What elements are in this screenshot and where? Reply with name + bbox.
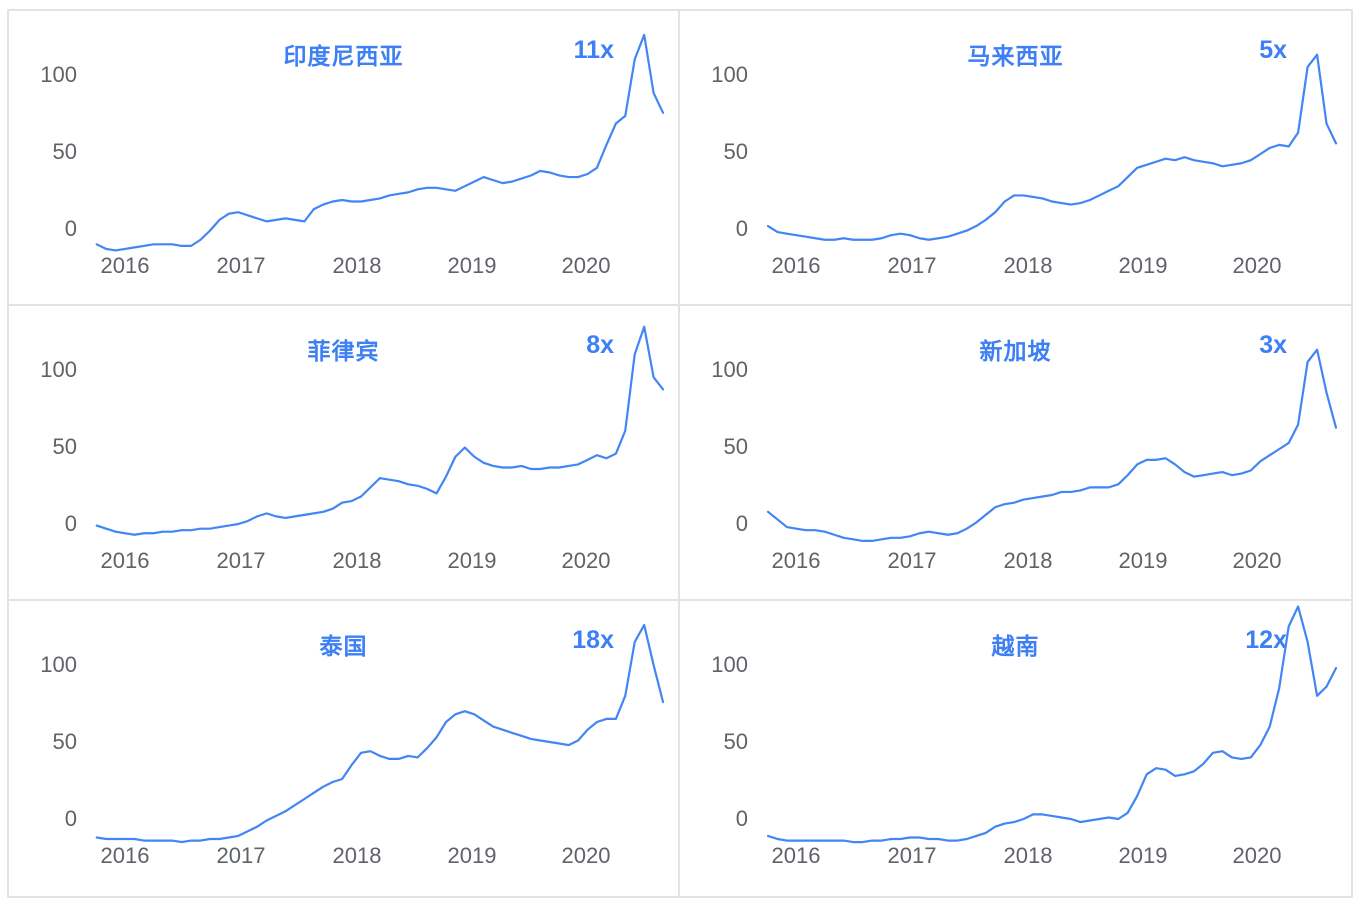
x-axis-tick: 2020 — [1232, 843, 1282, 868]
growth-multiplier: 8x — [586, 331, 614, 359]
trend-line-chart — [766, 53, 1338, 241]
trend-line — [95, 33, 665, 252]
chart-title: 印度尼西亚 — [283, 43, 404, 69]
y-axis-tick: 0 — [64, 216, 77, 241]
chart-panel-malaysia: 马来西亚 5x 100 50 0 2016 2017 2018 2019 202… — [680, 11, 1351, 306]
y-axis-tick: 100 — [711, 62, 748, 87]
x-axis-tick: 2017 — [216, 548, 266, 573]
chart-panel-singapore: 新加坡 3x 100 50 0 2016 2017 2018 2019 2020 — [680, 306, 1351, 601]
growth-multiplier: 12x — [1245, 626, 1287, 654]
chart-panel-vietnam: 越南 12x 100 50 0 2016 2017 2018 2019 2020 — [680, 601, 1351, 896]
x-axis-tick: 2017 — [216, 843, 266, 868]
x-axis-tick: 2019 — [447, 548, 497, 573]
y-axis-tick: 50 — [723, 434, 748, 459]
trend-line — [95, 623, 665, 844]
y-axis-tick: 100 — [40, 357, 77, 382]
trend-line — [766, 348, 1338, 542]
x-axis-tick: 2020 — [1232, 253, 1282, 278]
x-axis-tick: 2016 — [771, 548, 821, 573]
x-axis-tick: 2019 — [1118, 548, 1168, 573]
x-axis-tick: 2016 — [100, 843, 150, 868]
y-axis-tick: 50 — [52, 434, 77, 459]
growth-multiplier: 5x — [1259, 36, 1287, 64]
x-axis-tick: 2019 — [447, 843, 497, 868]
trend-line — [95, 325, 665, 536]
y-axis-tick: 0 — [64, 511, 77, 536]
chart-title: 泰国 — [319, 633, 368, 659]
x-axis-tick: 2019 — [1118, 843, 1168, 868]
trend-line-chart — [95, 623, 665, 844]
trend-line-chart — [766, 605, 1338, 844]
y-axis-tick: 50 — [52, 139, 77, 164]
y-axis-tick: 0 — [735, 806, 748, 831]
y-axis-tick: 50 — [723, 729, 748, 754]
y-axis-tick: 50 — [52, 729, 77, 754]
x-axis-tick: 2018 — [1003, 548, 1053, 573]
trend-line-chart — [95, 325, 665, 536]
x-axis-tick: 2018 — [332, 843, 382, 868]
trend-line — [766, 53, 1338, 241]
charts-grid: 印度尼西亚 11x 100 50 0 2016 2017 2018 2019 2… — [7, 9, 1353, 898]
chart-title: 越南 — [991, 633, 1040, 659]
y-axis-tick: 100 — [40, 652, 77, 677]
x-axis-tick: 2020 — [1232, 548, 1282, 573]
chart-title: 马来西亚 — [967, 43, 1064, 69]
x-axis-tick: 2017 — [887, 843, 937, 868]
y-axis-tick: 0 — [735, 511, 748, 536]
growth-multiplier: 18x — [572, 626, 614, 654]
x-axis-tick: 2020 — [561, 843, 611, 868]
y-axis-tick: 0 — [64, 806, 77, 831]
x-axis-tick: 2018 — [332, 548, 382, 573]
x-axis-tick: 2016 — [771, 843, 821, 868]
x-axis-tick: 2020 — [561, 548, 611, 573]
y-axis-tick: 100 — [711, 357, 748, 382]
growth-multiplier: 11x — [573, 36, 614, 64]
trend-line — [766, 605, 1338, 844]
chart-panel-philippines: 菲律宾 8x 100 50 0 2016 2017 2018 2019 2020 — [9, 306, 680, 601]
y-axis-tick: 50 — [723, 139, 748, 164]
x-axis-tick: 2018 — [1003, 843, 1053, 868]
trend-line-chart — [95, 33, 665, 252]
chart-title: 新加坡 — [979, 338, 1052, 364]
growth-multiplier: 3x — [1259, 331, 1287, 359]
trend-line-chart — [766, 348, 1338, 542]
x-axis-tick: 2018 — [1003, 253, 1053, 278]
y-axis-tick: 100 — [40, 62, 77, 87]
y-axis-tick: 100 — [711, 652, 748, 677]
x-axis-tick: 2017 — [887, 548, 937, 573]
x-axis-tick: 2018 — [332, 253, 382, 278]
x-axis-tick: 2019 — [447, 253, 497, 278]
chart-panel-indonesia: 印度尼西亚 11x 100 50 0 2016 2017 2018 2019 2… — [9, 11, 680, 306]
chart-panel-thailand: 泰国 18x 100 50 0 2016 2017 2018 2019 2020 — [9, 601, 680, 896]
x-axis-tick: 2019 — [1118, 253, 1168, 278]
x-axis-tick: 2016 — [771, 253, 821, 278]
x-axis-tick: 2017 — [887, 253, 937, 278]
x-axis-tick: 2017 — [216, 253, 266, 278]
x-axis-tick: 2016 — [100, 548, 150, 573]
x-axis-tick: 2016 — [100, 253, 150, 278]
x-axis-tick: 2020 — [561, 253, 611, 278]
chart-title: 菲律宾 — [307, 338, 380, 364]
y-axis-tick: 0 — [735, 216, 748, 241]
